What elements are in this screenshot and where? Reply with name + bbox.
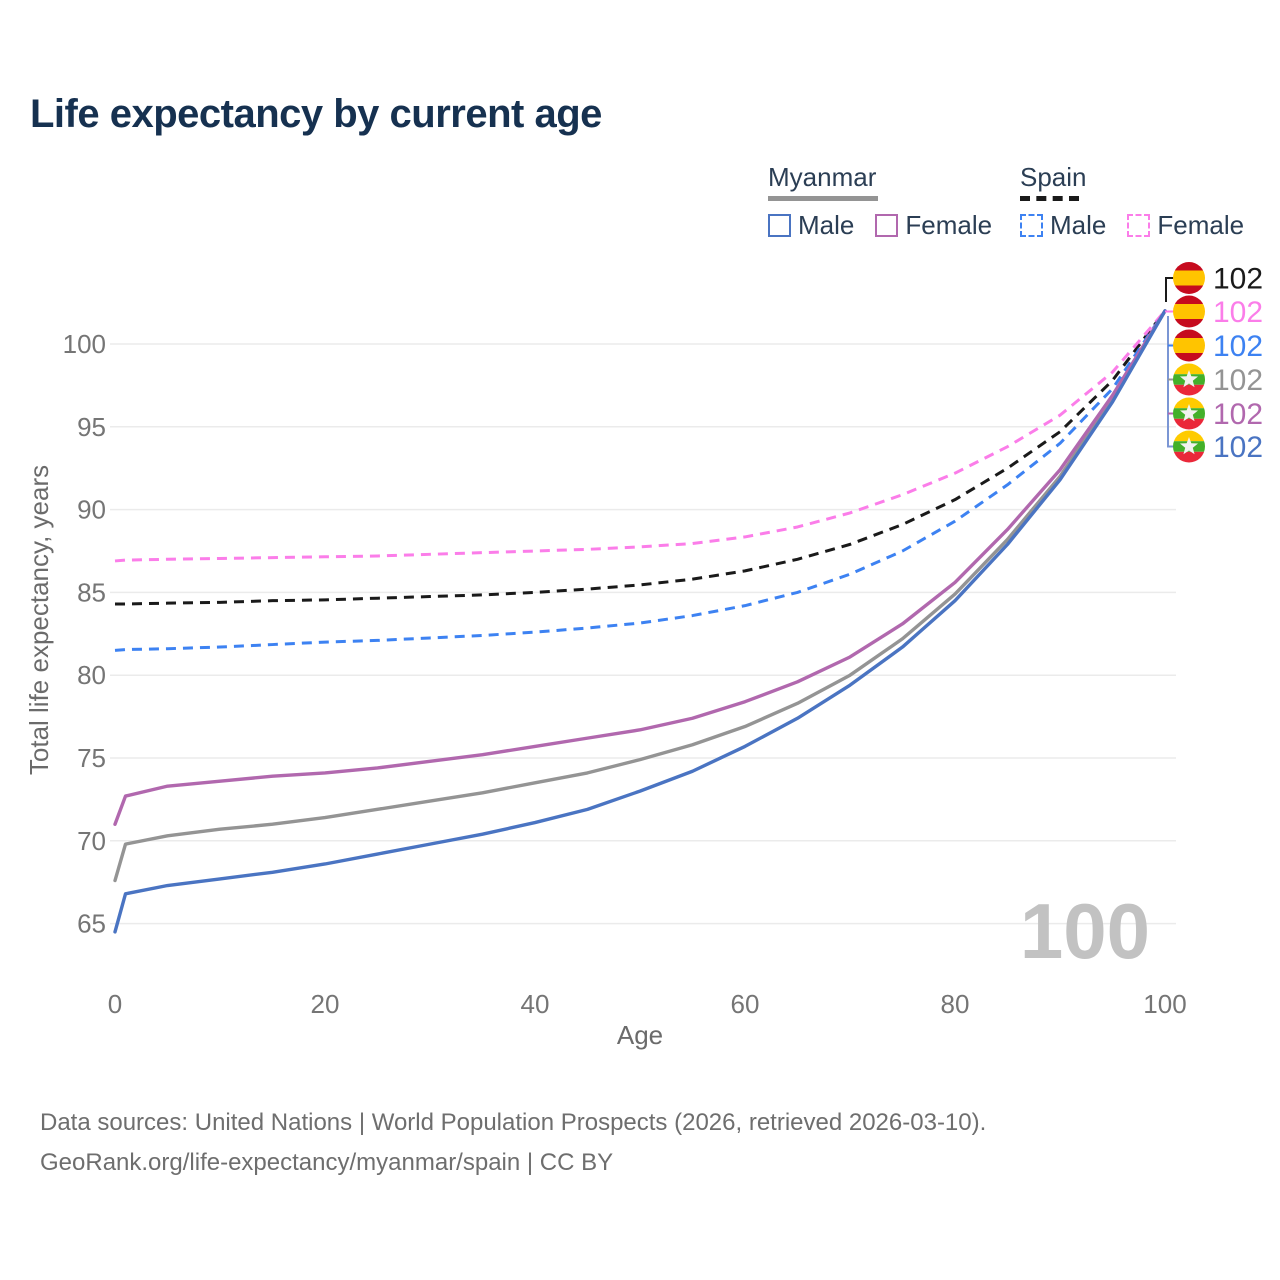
end-value-label-spain-female: 102 bbox=[1213, 296, 1263, 329]
y-tick-label: 95 bbox=[77, 412, 106, 442]
x-axis-title: Age bbox=[617, 1020, 663, 1050]
age-counter-watermark: 100 bbox=[1020, 887, 1150, 975]
connector-spain-all bbox=[1165, 277, 1174, 302]
series-line-spain-male[interactable] bbox=[114, 310, 1167, 652]
x-tick-label: 40 bbox=[521, 989, 550, 1019]
legend-item-myanmar-male[interactable]: Male bbox=[768, 210, 854, 241]
legend-item-label: Male bbox=[798, 210, 855, 240]
y-tick-label: 75 bbox=[77, 743, 106, 773]
myanmar-flag-icon bbox=[1173, 364, 1205, 396]
series-line-spain-all[interactable] bbox=[115, 309, 1167, 606]
end-value-label-myanmar-female: 102 bbox=[1213, 398, 1263, 431]
series-lines bbox=[113, 309, 1167, 934]
y-tick-label: 85 bbox=[77, 577, 106, 607]
series-line-myanmar-all[interactable] bbox=[113, 309, 1167, 883]
legend-item-label: Female bbox=[1157, 210, 1245, 240]
connector-trunk bbox=[1167, 316, 1174, 448]
data-sources-line: Data sources: United Nations | World Pop… bbox=[40, 1109, 987, 1136]
legend-country-spain[interactable]: Spain bbox=[1020, 162, 1087, 201]
page-title: Life expectancy by current age bbox=[30, 92, 602, 136]
x-tick-label: 100 bbox=[1143, 989, 1186, 1019]
legend-item-myanmar-female[interactable]: Female bbox=[875, 210, 992, 241]
end-value-label-spain-all: 102 bbox=[1213, 263, 1263, 296]
y-tick-label: 70 bbox=[77, 826, 106, 856]
series-line-myanmar-female[interactable] bbox=[113, 309, 1167, 826]
y-tick-label: 100 bbox=[63, 329, 106, 359]
grid-and-ticks: 65 70 75 80 85 90 95 100 0 20 40 60 80 100 bbox=[63, 329, 1187, 1019]
myanmar-flag-icon bbox=[1173, 398, 1205, 430]
attribution-line: GeoRank.org/life-expectancy/myanmar/spai… bbox=[40, 1149, 614, 1176]
y-axis-title: Total life expectancy, years bbox=[24, 465, 54, 775]
legend-item-label: Male bbox=[1050, 210, 1107, 240]
x-tick-label: 80 bbox=[941, 989, 970, 1019]
myanmar-male-swatch bbox=[768, 214, 791, 237]
myanmar-flag-icon bbox=[1173, 431, 1205, 463]
legend-item-spain-female[interactable]: Female bbox=[1127, 210, 1244, 241]
spain-flag-icon bbox=[1173, 330, 1205, 362]
spain-female-swatch bbox=[1127, 214, 1151, 237]
end-labels: 102 102 102 102 102 102 bbox=[1173, 262, 1263, 464]
series-line-myanmar-male[interactable] bbox=[113, 309, 1167, 934]
series-line-spain-female[interactable] bbox=[114, 309, 1167, 563]
x-tick-label: 60 bbox=[731, 989, 760, 1019]
legend-country-myanmar[interactable]: Myanmar bbox=[768, 162, 878, 201]
spain-all-line-key bbox=[1020, 196, 1079, 201]
end-value-label-myanmar-male: 102 bbox=[1213, 431, 1263, 464]
legend-country-label: Spain bbox=[1020, 162, 1087, 192]
myanmar-female-swatch bbox=[875, 214, 899, 237]
legend-item-spain-male[interactable]: Male bbox=[1020, 210, 1106, 241]
footer: Data sources: United Nations | World Pop… bbox=[40, 1103, 986, 1183]
spain-male-swatch bbox=[1020, 214, 1043, 237]
legend: Myanmar Male Female Spain bbox=[0, 162, 1280, 242]
x-tick-label: 20 bbox=[311, 989, 340, 1019]
legend-group-spain: Spain Male Female bbox=[1020, 162, 1244, 241]
spain-flag-icon bbox=[1173, 296, 1205, 328]
myanmar-all-line-key bbox=[768, 196, 878, 201]
y-tick-label: 90 bbox=[77, 495, 106, 525]
y-tick-label: 65 bbox=[77, 909, 106, 939]
x-tick-label: 0 bbox=[108, 989, 122, 1019]
y-tick-label: 80 bbox=[77, 660, 106, 690]
legend-country-label: Myanmar bbox=[768, 162, 877, 192]
end-label-connectors bbox=[1165, 277, 1174, 448]
end-value-label-spain-male: 102 bbox=[1213, 330, 1263, 363]
legend-group-myanmar: Myanmar Male Female bbox=[768, 162, 992, 241]
legend-item-label: Female bbox=[905, 210, 993, 240]
spain-flag-icon bbox=[1173, 262, 1205, 294]
end-value-label-myanmar-all: 102 bbox=[1213, 364, 1263, 397]
